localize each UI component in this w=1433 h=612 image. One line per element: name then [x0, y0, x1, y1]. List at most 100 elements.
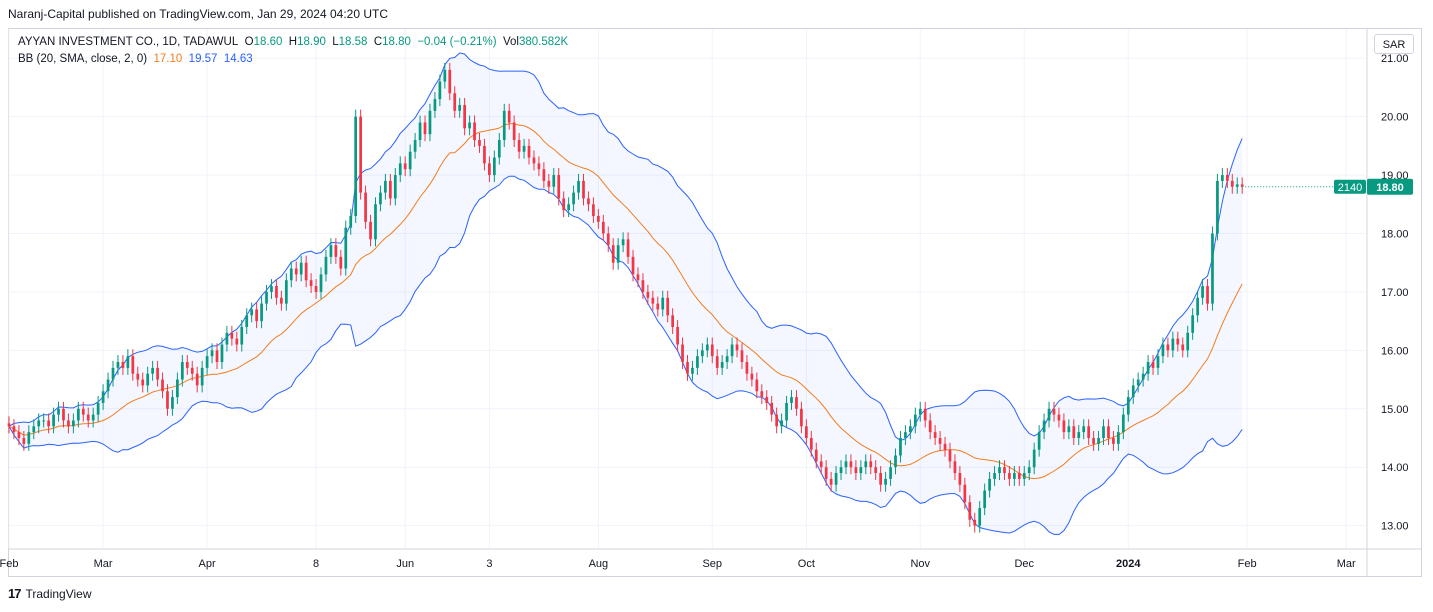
candle-body [463, 104, 466, 129]
candle-body [294, 268, 298, 275]
candle-body [141, 379, 145, 386]
candle-body [824, 467, 828, 479]
candle-body [339, 256, 343, 269]
candle-body [567, 204, 571, 211]
candle-body [983, 490, 987, 509]
candle-body [542, 169, 546, 181]
candle-body [468, 122, 471, 129]
candle-body [52, 414, 55, 427]
candle-body [1017, 473, 1021, 479]
candle-body [631, 256, 635, 275]
candle-body [364, 192, 367, 222]
candle-body [606, 233, 610, 246]
currency-button[interactable]: SAR [1374, 34, 1414, 54]
candle-body [418, 122, 422, 141]
candle-body [770, 402, 774, 415]
candle-body [284, 280, 288, 304]
candle-body [1191, 315, 1195, 333]
candle-body [572, 192, 575, 205]
candle-body [537, 163, 541, 170]
candle-body [909, 426, 912, 433]
symbol-name[interactable]: AYYAN INVESTMENT CO., 1D, TADAWUL [18, 36, 239, 48]
candle-body [661, 297, 665, 310]
candle-body [592, 204, 595, 216]
candle-body [938, 437, 942, 444]
candle-body [923, 408, 927, 421]
candle-body [527, 145, 531, 158]
candle-body [453, 93, 457, 111]
candle-body [374, 204, 377, 240]
tradingview-logo-icon: 17 [8, 586, 22, 601]
candle-body [195, 373, 199, 386]
candle-body [1161, 344, 1165, 357]
candle-body [57, 408, 60, 415]
candle-body [101, 391, 105, 403]
volume-label: Vol [502, 36, 519, 48]
footer-brand[interactable]: 17 TradingView [8, 586, 92, 601]
time-tick-label: Feb [1238, 558, 1257, 570]
candle-body [359, 116, 362, 193]
candle-body [1225, 175, 1229, 181]
candle-body [314, 286, 318, 292]
candle-body [1077, 432, 1081, 438]
price-tick-label: 20.00 [1381, 112, 1409, 124]
candle-body [889, 467, 892, 479]
candle-body [1117, 432, 1120, 444]
candle-body [156, 367, 159, 380]
price-tick-label: 15.00 [1381, 404, 1409, 416]
candle-body [1022, 473, 1026, 479]
candle-body [507, 110, 511, 123]
candle-body [998, 467, 1001, 474]
candle-body [577, 180, 580, 193]
bb-lower-value: 14.63 [223, 53, 253, 65]
candle-body [1072, 426, 1076, 438]
candle-body [369, 221, 372, 240]
candle-body [1151, 362, 1155, 368]
candle-body [988, 478, 991, 491]
candle-body [180, 362, 184, 380]
candle-body [22, 437, 26, 444]
candle-body [621, 239, 625, 246]
price-tick-label: 14.00 [1381, 462, 1409, 474]
bb-basis-value: 17.10 [153, 53, 183, 65]
candle-body [96, 402, 100, 415]
candle-body [408, 151, 412, 170]
candle-body [715, 356, 719, 368]
time-tick-label: Dec [1014, 558, 1034, 570]
candle-body [146, 373, 150, 386]
candle-body [334, 245, 338, 257]
countdown-tag [1334, 179, 1366, 194]
time-tick-label: Feb [0, 558, 18, 570]
candle-body [265, 291, 268, 304]
candle-body [1211, 233, 1214, 304]
candle-body [121, 362, 125, 368]
candle-body [750, 373, 754, 380]
candle-body [651, 297, 655, 304]
candle-body [760, 391, 764, 398]
candle-body [829, 478, 833, 485]
candle-body [413, 140, 417, 152]
candle-body [37, 420, 41, 427]
candle-body [42, 420, 46, 422]
candle-body [1156, 356, 1160, 368]
candle-body [32, 426, 36, 433]
price-tick-label: 13.00 [1381, 521, 1409, 533]
candle-body [388, 180, 392, 199]
candle-body [1201, 286, 1204, 298]
candle-body [775, 414, 779, 427]
candle-body [1146, 362, 1150, 374]
candle-body [844, 461, 848, 468]
candle-body [171, 397, 174, 409]
candle-body [433, 99, 437, 111]
candle-body [1047, 408, 1051, 421]
candle-body [874, 467, 878, 474]
candle-body [1027, 467, 1031, 474]
candle-body [393, 175, 397, 199]
bb-label[interactable]: BB (20, SMA, close, 2, 0) [18, 53, 148, 65]
candle-body [443, 69, 447, 82]
candle-body [275, 286, 278, 298]
time-tick-label: 3 [486, 558, 492, 570]
candle-body [582, 180, 585, 199]
candle-body [309, 280, 313, 287]
